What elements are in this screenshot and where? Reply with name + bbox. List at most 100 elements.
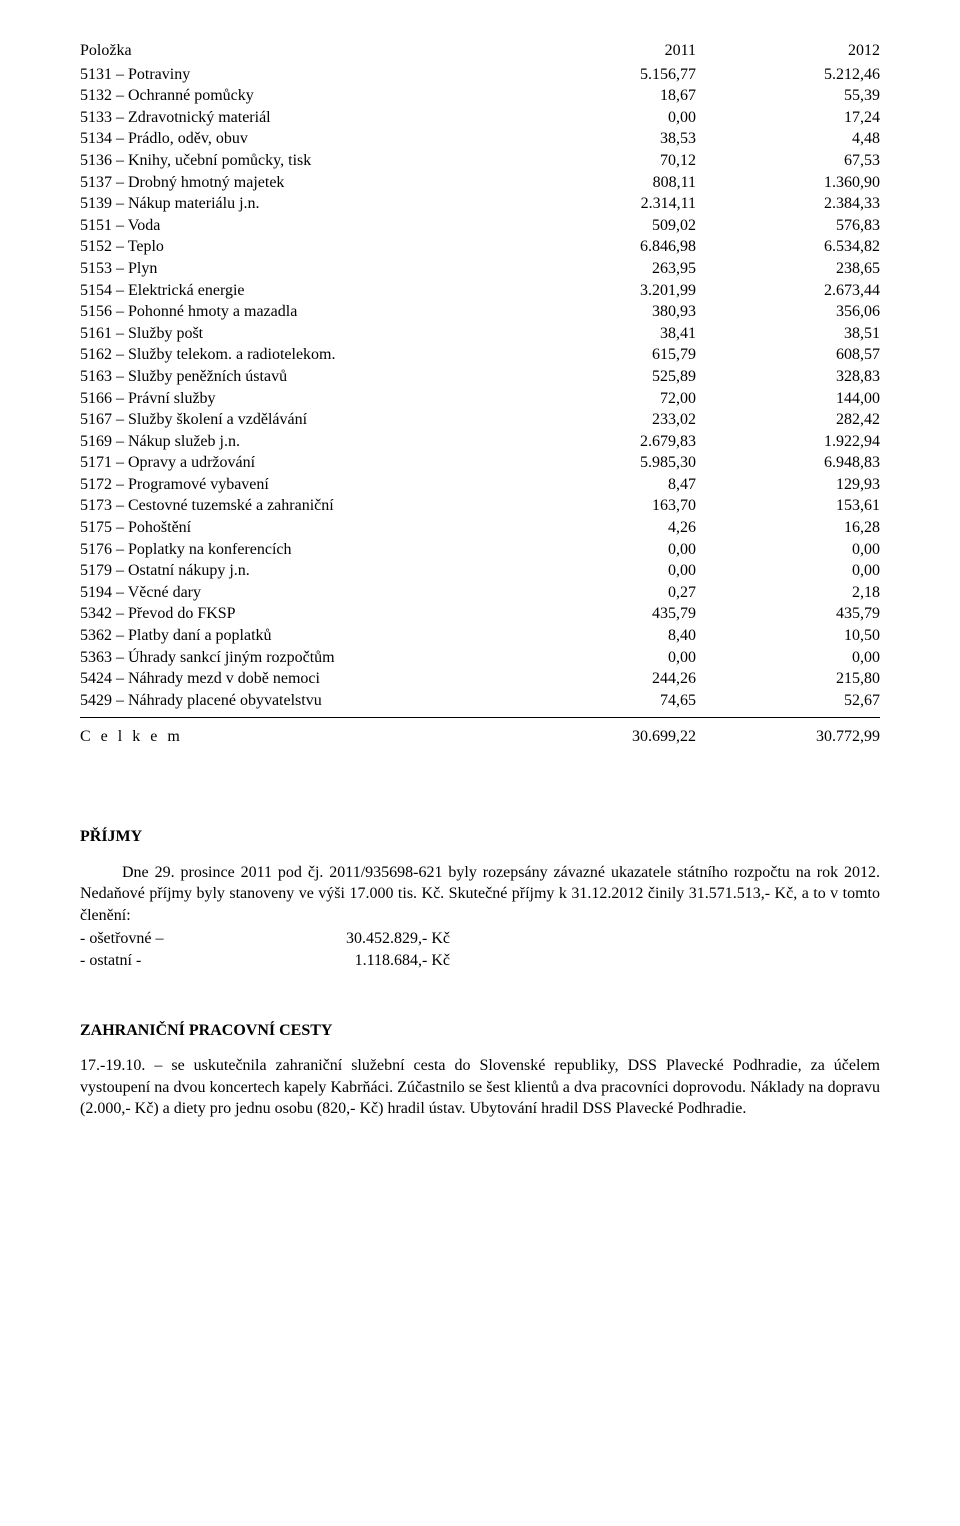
row-label: 5163 – Služby peněžních ústavů [80, 366, 512, 388]
row-2011: 509,02 [512, 215, 696, 237]
row-2011: 2.314,11 [512, 193, 696, 215]
row-2011: 38,53 [512, 128, 696, 150]
row-label: 5166 – Právní služby [80, 388, 512, 410]
row-label: 5153 – Plyn [80, 258, 512, 280]
row-label: 5133 – Zdravotnický materiál [80, 107, 512, 129]
row-label: 5131 – Potraviny [80, 64, 512, 86]
row-2011: 380,93 [512, 301, 696, 323]
row-2011: 72,00 [512, 388, 696, 410]
row-2012: 55,39 [696, 85, 880, 107]
table-row: 5175 – Pohoštění4,2616,28 [80, 517, 880, 539]
row-2011: 4,26 [512, 517, 696, 539]
row-2011: 70,12 [512, 150, 696, 172]
row-2011: 615,79 [512, 344, 696, 366]
prijmy-kv-ostatni: - ostatní - 1.118.684,- Kč [80, 950, 880, 972]
table-row: 5136 – Knihy, učební pomůcky, tisk70,126… [80, 150, 880, 172]
row-2011: 3.201,99 [512, 280, 696, 302]
row-2011: 18,67 [512, 85, 696, 107]
table-row: 5429 – Náhrady placené obyvatelstvu74,65… [80, 690, 880, 712]
row-label: 5134 – Prádlo, oděv, obuv [80, 128, 512, 150]
table-row: 5156 – Pohonné hmoty a mazadla380,93356,… [80, 301, 880, 323]
row-label: 5363 – Úhrady sankcí jiným rozpočtům [80, 647, 512, 669]
row-2012: 435,79 [696, 603, 880, 625]
table-row: 5151 – Voda509,02576,83 [80, 215, 880, 237]
row-2012: 328,83 [696, 366, 880, 388]
table-row: 5133 – Zdravotnický materiál0,0017,24 [80, 107, 880, 129]
row-2011: 0,00 [512, 107, 696, 129]
row-label: 5156 – Pohonné hmoty a mazadla [80, 301, 512, 323]
row-label: 5173 – Cestovné tuzemské a zahraniční [80, 495, 512, 517]
row-label: 5139 – Nákup materiálu j.n. [80, 193, 512, 215]
row-2012: 2,18 [696, 582, 880, 604]
row-2012: 52,67 [696, 690, 880, 712]
table-row: 5154 – Elektrická energie3.201,992.673,4… [80, 280, 880, 302]
row-2012: 0,00 [696, 647, 880, 669]
row-2012: 2.673,44 [696, 280, 880, 302]
row-label: 5172 – Programové vybavení [80, 474, 512, 496]
table-row: 5172 – Programové vybavení8,47129,93 [80, 474, 880, 496]
table-row: 5176 – Poplatky na konferencích0,000,00 [80, 539, 880, 561]
row-2012: 67,53 [696, 150, 880, 172]
table-row: 5131 – Potraviny5.156,775.212,46 [80, 64, 880, 86]
row-label: 5171 – Opravy a udržování [80, 452, 512, 474]
table-row: 5167 – Služby školení a vzdělávání233,02… [80, 409, 880, 431]
budget-table: Položka 2011 2012 5131 – Potraviny5.156,… [80, 40, 880, 711]
row-2011: 0,00 [512, 647, 696, 669]
row-label: 5342 – Převod do FKSP [80, 603, 512, 625]
row-2011: 74,65 [512, 690, 696, 712]
row-2012: 0,00 [696, 560, 880, 582]
row-2011: 525,89 [512, 366, 696, 388]
prijmy-paragraph: Dne 29. prosince 2011 pod čj. 2011/93569… [80, 862, 880, 927]
table-row: 5179 – Ostatní nákupy j.n.0,000,00 [80, 560, 880, 582]
row-label: 5176 – Poplatky na konferencích [80, 539, 512, 561]
row-2012: 0,00 [696, 539, 880, 561]
prijmy-heading: PŘÍJMY [80, 826, 880, 848]
row-label: 5429 – Náhrady placené obyvatelstvu [80, 690, 512, 712]
row-2011: 5.156,77 [512, 64, 696, 86]
row-label: 5151 – Voda [80, 215, 512, 237]
row-2012: 38,51 [696, 323, 880, 345]
row-label: 5161 – Služby pošt [80, 323, 512, 345]
row-2011: 0,00 [512, 539, 696, 561]
row-2012: 153,61 [696, 495, 880, 517]
row-2012: 4,48 [696, 128, 880, 150]
total-label: C e l k e m [80, 728, 183, 745]
row-label: 5152 – Teplo [80, 236, 512, 258]
row-2011: 435,79 [512, 603, 696, 625]
table-divider [80, 717, 880, 718]
table-row: 5173 – Cestovné tuzemské a zahraniční163… [80, 495, 880, 517]
row-2011: 38,41 [512, 323, 696, 345]
row-2011: 163,70 [512, 495, 696, 517]
row-2012: 576,83 [696, 215, 880, 237]
zahranicni-paragraph: 17.-19.10. – se uskutečnila zahraniční s… [80, 1055, 880, 1120]
row-2012: 16,28 [696, 517, 880, 539]
row-label: 5137 – Drobný hmotný majetek [80, 172, 512, 194]
kv-value: 30.452.829,- Kč [280, 928, 450, 950]
table-row: 5153 – Plyn263,95238,65 [80, 258, 880, 280]
table-row: 5134 – Prádlo, oděv, obuv38,534,48 [80, 128, 880, 150]
kv-value: 1.118.684,- Kč [280, 950, 450, 972]
table-row: 5132 – Ochranné pomůcky18,6755,39 [80, 85, 880, 107]
row-2011: 244,26 [512, 668, 696, 690]
row-label: 5169 – Nákup služeb j.n. [80, 431, 512, 453]
table-row: 5194 – Věcné dary0,272,18 [80, 582, 880, 604]
table-row: 5163 – Služby peněžních ústavů525,89328,… [80, 366, 880, 388]
row-2012: 1.360,90 [696, 172, 880, 194]
total-row: C e l k e m 30.699,22 30.772,99 [80, 722, 880, 748]
row-label: 5424 – Náhrady mezd v době nemoci [80, 668, 512, 690]
table-row: 5169 – Nákup služeb j.n.2.679,831.922,94 [80, 431, 880, 453]
row-2011: 0,00 [512, 560, 696, 582]
row-2012: 2.384,33 [696, 193, 880, 215]
kv-key: - ošetřovné – [80, 928, 280, 950]
row-2011: 2.679,83 [512, 431, 696, 453]
kv-key: - ostatní - [80, 950, 280, 972]
row-2012: 6.534,82 [696, 236, 880, 258]
table-row: 5161 – Služby pošt38,4138,51 [80, 323, 880, 345]
row-label: 5162 – Služby telekom. a radiotelekom. [80, 344, 512, 366]
table-row: 5162 – Služby telekom. a radiotelekom.61… [80, 344, 880, 366]
total-table: C e l k e m 30.699,22 30.772,99 [80, 722, 880, 748]
row-2012: 129,93 [696, 474, 880, 496]
row-label: 5179 – Ostatní nákupy j.n. [80, 560, 512, 582]
row-2012: 144,00 [696, 388, 880, 410]
row-2012: 6.948,83 [696, 452, 880, 474]
